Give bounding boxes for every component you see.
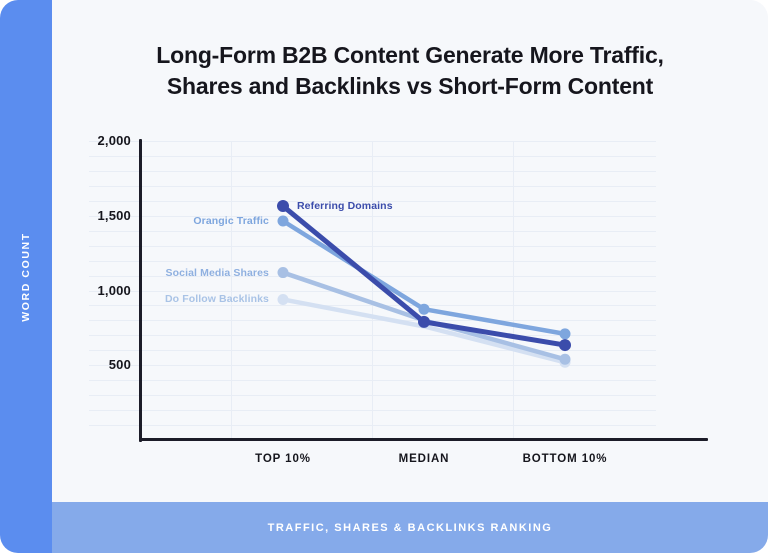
series-label-orangic-traffic: Orangic Traffic — [193, 214, 269, 227]
y-axis-line — [139, 139, 142, 442]
plot-grid — [89, 141, 656, 440]
gridline-vertical — [372, 141, 373, 440]
gridline-vertical — [231, 141, 232, 440]
x-axis-title: TRAFFIC, SHARES & BACKLINKS RANKING — [267, 521, 553, 534]
series-label-referring-domains: Referring Domains — [297, 200, 393, 213]
y-axis-tick: 1,500 — [97, 207, 131, 223]
series-label-do-follow-backlinks: Do Follow Backlinks — [164, 293, 269, 306]
page-title: Long-Form B2B Content Generate More Traf… — [52, 40, 768, 102]
y-axis-tick: 500 — [108, 357, 131, 373]
gridline-vertical — [513, 141, 514, 440]
x-axis-tick: MEDIAN — [398, 453, 450, 465]
page-title-line-2: Shares and Backlinks vs Short-Form Conte… — [166, 73, 654, 99]
x-axis-tick: TOP 10% — [255, 453, 311, 465]
page-title-line-1: Long-Form B2B Content Generate More Traf… — [156, 42, 664, 68]
sidebar-word-count: WORD COUNT — [0, 0, 52, 553]
y-axis-tick: 2,000 — [97, 133, 131, 148]
bottom-banner: TRAFFIC, SHARES & BACKLINKS RANKING — [52, 502, 768, 553]
x-axis-line — [139, 438, 708, 441]
x-axis-tick: BOTTOM 10% — [522, 453, 608, 465]
y-axis-tick: 1,000 — [97, 282, 131, 298]
y-axis-tick-labels: 2,000 1,500 1,000 500 — [0, 0, 141, 553]
series-label-social-media-shares: Social Media Shares — [165, 266, 269, 279]
